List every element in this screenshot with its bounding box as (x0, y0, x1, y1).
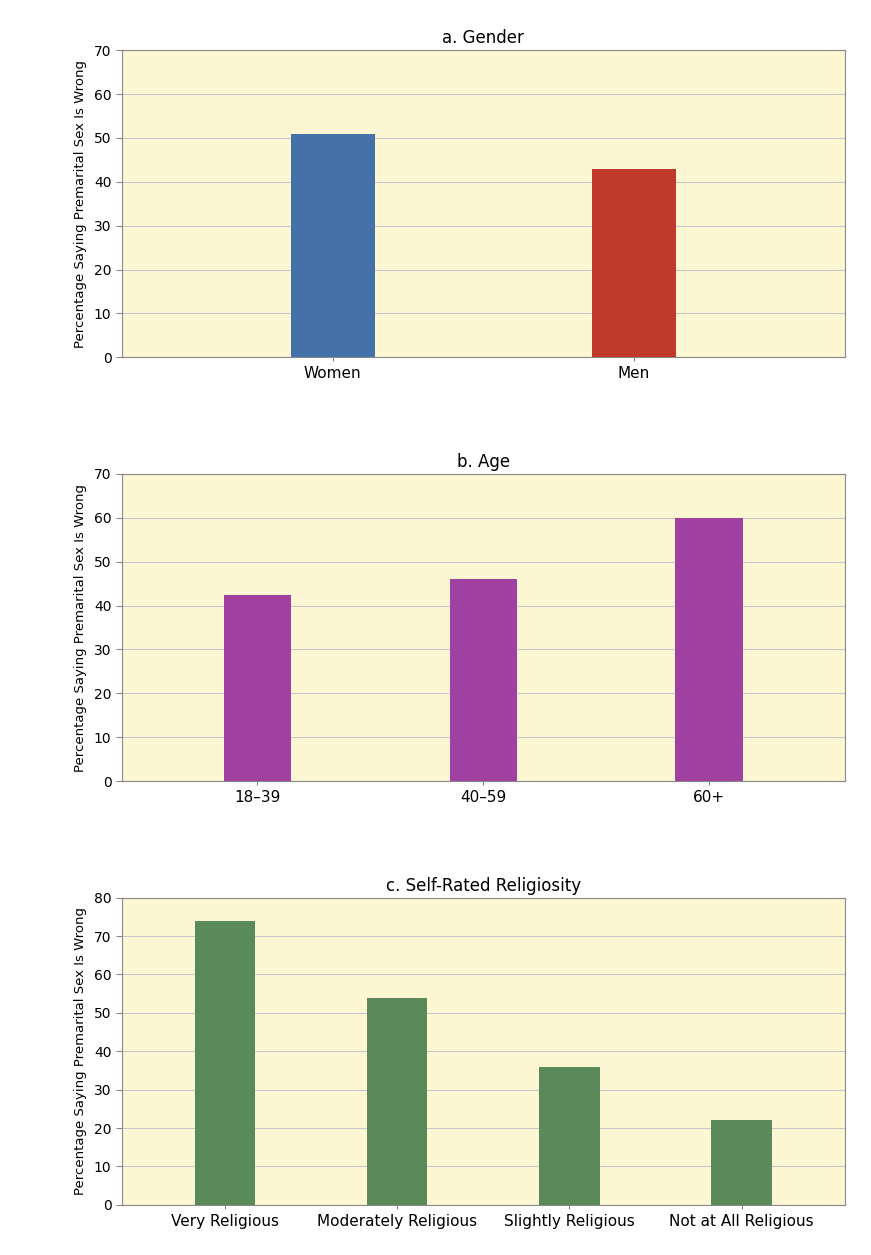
Bar (195, 921, 255, 1205)
Title: a. Gender: a. Gender (442, 29, 524, 48)
Bar (291, 133, 375, 358)
Bar (368, 998, 428, 1205)
Bar (712, 1121, 772, 1205)
Y-axis label: Percentage Saying Premarital Sex Is Wrong: Percentage Saying Premarital Sex Is Wron… (74, 483, 87, 772)
Bar (675, 518, 743, 781)
Bar (224, 595, 292, 781)
Bar (591, 168, 676, 358)
Title: b. Age: b. Age (457, 453, 510, 471)
Y-axis label: Percentage Saying Premarital Sex Is Wrong: Percentage Saying Premarital Sex Is Wron… (74, 907, 87, 1195)
Y-axis label: Percentage Saying Premarital Sex Is Wrong: Percentage Saying Premarital Sex Is Wron… (74, 60, 87, 348)
Bar (449, 580, 517, 781)
Title: c. Self-Rated Religiosity: c. Self-Rated Religiosity (386, 877, 581, 895)
Bar (539, 1067, 599, 1205)
